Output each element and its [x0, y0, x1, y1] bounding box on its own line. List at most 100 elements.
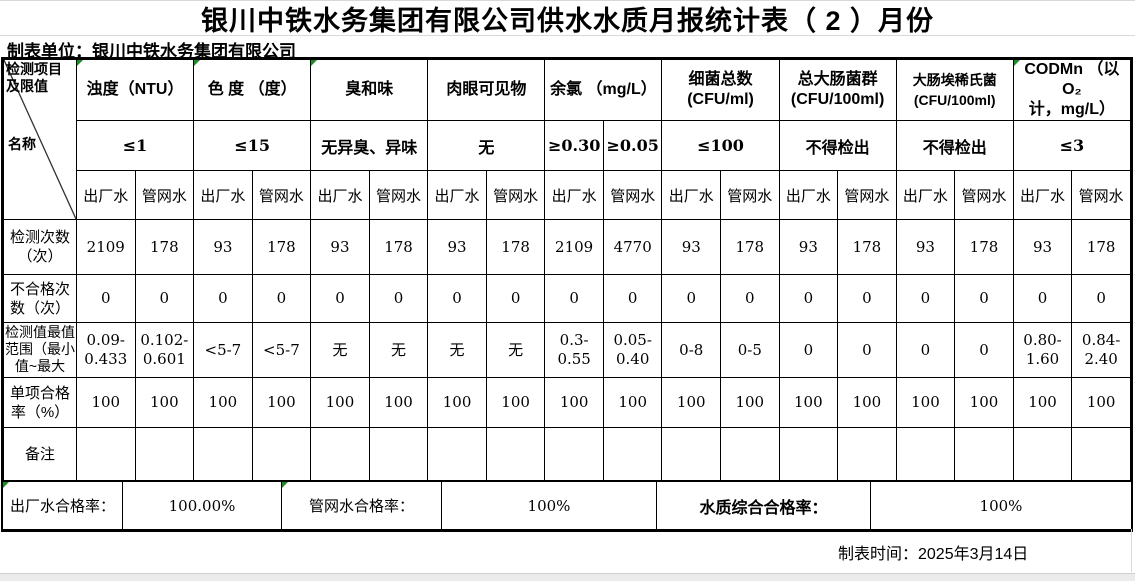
factory-pass-rate-label: 出厂水合格率：: [3, 482, 122, 529]
value-cell: [954, 427, 1014, 481]
row-label: 单项合格率（%）: [3, 377, 77, 428]
column-header-label: CODMn （以O₂ 计，mg/L）: [1024, 61, 1120, 118]
value-cell: 无: [485, 322, 546, 378]
water-type-header: 管网水: [368, 170, 429, 220]
value-cell: 0: [837, 322, 897, 378]
row-label: 检测值最值范围（最小值~最大值）: [3, 322, 77, 378]
value-cell: [661, 427, 722, 481]
row-value-range: 检测值最值范围（最小值~最大值） 0.09-0.4330.102-0.601<5…: [3, 322, 1131, 378]
column-header: 肉眼可见物: [427, 59, 546, 121]
value-cell: 0: [661, 274, 722, 323]
header-row-limits: ≤1 ≤15 无异臭、异味 无 ≥0.30 ≥0.05 ≤100 不得检出 不得…: [4, 120, 1132, 171]
value-cell: [134, 427, 195, 481]
value-cell: 0: [1012, 274, 1073, 323]
water-type-header: 出厂水: [661, 170, 722, 220]
water-type-header: 出厂水: [76, 170, 136, 220]
corner-label-bottom: 名称: [8, 136, 36, 152]
value-cell: [310, 427, 370, 481]
header-row-water-types: 出厂水 管网水 出厂水 管网水 出厂水 管网水 出厂水 管网水 出厂水 管网水 出厂水 管网水 出厂水管…: [4, 170, 1131, 220]
row-label: 检测次数（次）: [3, 219, 77, 275]
value-cell: [251, 427, 312, 481]
row-remarks: 备注: [3, 427, 1131, 481]
value-cell: [1012, 427, 1073, 481]
value-cell: [485, 427, 546, 481]
water-type-header: 管网水: [720, 170, 780, 220]
green-triangle-icon: [282, 482, 288, 488]
value-cell: 0: [310, 274, 370, 323]
value-cell: [544, 427, 604, 481]
value-cell: 0: [895, 322, 956, 378]
report-title: 银川中铁水务集团有限公司供水水质月报统计表（ 2 ）月份: [0, 0, 1135, 36]
value-cell: 100: [251, 377, 312, 428]
pipe-pass-rate-value: 100%: [441, 482, 656, 529]
prepared-time: 制表时间：2025年3月14日: [838, 546, 1029, 563]
column-header: 臭和味: [310, 59, 429, 121]
value-cell: 93: [778, 219, 839, 275]
row-pass-rate: 单项合格率（%） 100 100 100 100 100 100 100 100 100 100 1…: [3, 377, 1131, 428]
value-cell: [427, 427, 487, 481]
limit-cell: 不得检出: [778, 120, 897, 171]
limit-cell: ≥0.05: [602, 120, 663, 171]
gridline-vertical: [1131, 529, 1132, 572]
value-cell: 93: [1012, 219, 1073, 275]
green-triangle-icon: [1014, 60, 1020, 66]
column-header-label: 浊度（NTU）: [86, 81, 184, 98]
water-type-header: 出厂水: [778, 170, 839, 220]
value-cell: 178: [368, 219, 429, 275]
diagonal-line: [4, 60, 76, 219]
value-cell: 100: [368, 377, 429, 428]
corner-label-top: 检测项目及限值: [6, 61, 62, 94]
value-cell: 0: [368, 274, 429, 323]
value-cell: 100: [193, 377, 253, 428]
water-type-header: 管网水: [485, 170, 546, 220]
water-type-header: 出厂水: [544, 170, 604, 220]
green-triangle-icon: [77, 60, 83, 66]
value-cell: 0.05-0.40: [602, 322, 663, 378]
value-cell: 93: [193, 219, 253, 275]
value-cell: 0: [954, 322, 1014, 378]
value-cell: [895, 427, 956, 481]
value-cell: 无: [368, 322, 429, 378]
limit-cell: 无异臭、异味: [310, 120, 429, 171]
column-header-label: 臭和味: [345, 81, 394, 98]
value-cell: [368, 427, 429, 481]
value-cell: 2109: [76, 219, 136, 275]
green-triangle-icon: [194, 60, 201, 66]
value-cell: 2109: [544, 219, 604, 275]
value-cell: 0: [485, 274, 546, 323]
value-cell: 0: [720, 274, 780, 323]
column-header: CODMn （以O₂ 计，mg/L）: [1012, 59, 1132, 121]
value-cell: 0: [1071, 274, 1131, 323]
value-cell: 100: [954, 377, 1014, 428]
value-cell: 4770: [602, 219, 663, 275]
water-type-header: 出厂水: [427, 170, 487, 220]
value-cell: 无: [427, 322, 487, 378]
water-type-header: 出厂水: [895, 170, 956, 220]
bottom-strip: [0, 573, 1135, 581]
value-cell: 0.3-0.55: [544, 322, 604, 378]
summary-row: 出厂水合格率： 100.00% 管网水合格率： 100% 水质综合合格率： 10…: [3, 481, 1131, 529]
value-cell: 100: [544, 377, 604, 428]
value-cell: 0-8: [661, 322, 722, 378]
value-cell: 93: [427, 219, 487, 275]
value-cell: 100: [720, 377, 780, 428]
header-row-parameters: 检测项目及限值 名称 浊度（NTU） 色 度 （度） 臭和味 肉眼可见物 余氯 …: [3, 59, 1132, 220]
value-cell: 0: [895, 274, 956, 323]
report-table: 检测项目及限值 名称 浊度（NTU） 色 度 （度） 臭和味 肉眼可见物 余氯 …: [3, 59, 1132, 481]
row-detection-counts: 检测次数（次） 2109 178 93 178 93 178 93 178 2109 4770 93…: [3, 219, 1131, 275]
overall-pass-rate-value: 100%: [870, 482, 1131, 529]
limit-cell: 不得检出: [895, 120, 1014, 171]
row-label-text: 检测值最值范围（最小值~最大值）: [5, 324, 75, 376]
value-cell: 0: [544, 274, 604, 323]
value-cell: 100: [661, 377, 722, 428]
value-cell: 0: [837, 274, 897, 323]
limit-cell: ≤15: [193, 120, 312, 171]
limit-cell: ≤3: [1012, 120, 1132, 171]
value-cell: 100: [778, 377, 839, 428]
water-type-header: 管网水: [837, 170, 897, 220]
value-cell: 100: [310, 377, 370, 428]
column-header: 色 度 （度）: [193, 59, 312, 121]
value-cell: 100: [1071, 377, 1131, 428]
value-cell: 100: [1012, 377, 1073, 428]
